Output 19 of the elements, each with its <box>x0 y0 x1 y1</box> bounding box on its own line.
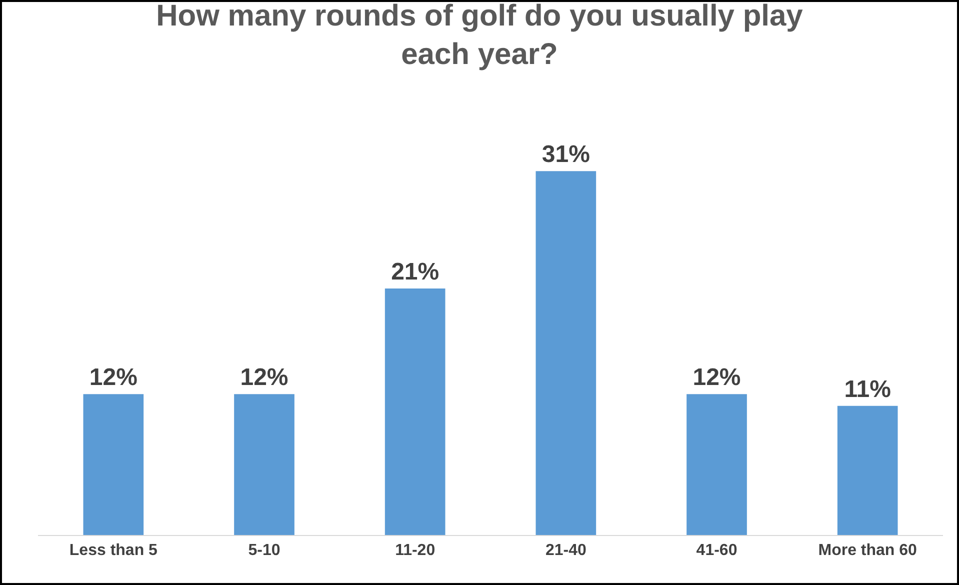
data-label: 12% <box>692 364 741 392</box>
x-tick-label: 11-20 <box>395 542 436 560</box>
bar <box>83 394 144 535</box>
x-tick-label: 41-60 <box>696 542 738 560</box>
data-label: 12% <box>240 364 288 392</box>
x-tick-label: More than 60 <box>818 542 918 560</box>
bar <box>384 288 446 535</box>
data-label: 12% <box>89 364 138 392</box>
bar <box>536 171 596 535</box>
x-tick-label: 5-10 <box>248 542 280 560</box>
data-label: 21% <box>391 258 440 286</box>
data-label: 31% <box>542 141 590 168</box>
data-label: 11% <box>844 376 891 403</box>
bar <box>837 406 898 535</box>
bar <box>686 394 747 535</box>
bar <box>234 394 294 535</box>
x-tick-label: 21-40 <box>545 542 586 560</box>
chart-title: How many rounds of golf do you usually play each year? <box>156 0 804 72</box>
x-tick-label: Less than 5 <box>69 542 158 560</box>
